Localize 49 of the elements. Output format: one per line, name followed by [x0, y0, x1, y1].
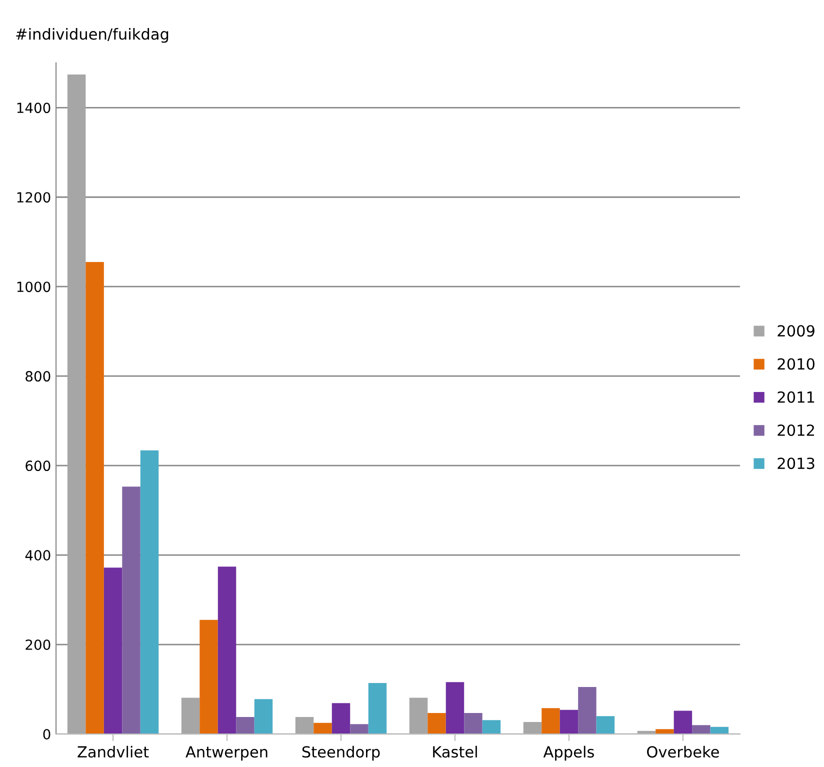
bar	[236, 717, 254, 734]
bar	[314, 722, 332, 734]
x-tick-label: Kastel	[433, 746, 477, 758]
bar	[122, 486, 140, 734]
y-tick-label: 600	[26, 460, 50, 472]
y-tick-label: 1200	[17, 192, 50, 203]
y-tick-label: 800	[26, 371, 50, 382]
bar	[350, 724, 368, 734]
bar	[254, 699, 273, 734]
bar	[67, 74, 86, 734]
bar	[542, 708, 560, 734]
legend-label: 2009	[778, 325, 814, 337]
bar	[464, 712, 482, 734]
bar	[368, 683, 387, 734]
bar	[86, 262, 104, 734]
bar	[332, 703, 350, 734]
x-tick-label: Steendorp	[302, 746, 380, 761]
bar	[710, 726, 729, 734]
y-tick-label: 400	[25, 550, 50, 561]
legend-label: 2013	[778, 458, 814, 470]
x-tick-label: Zandvliet	[78, 746, 149, 758]
bar	[596, 716, 615, 734]
y-axis-title: #individuen/fuikdag	[16, 28, 168, 43]
bar	[482, 720, 501, 734]
y-tick-label: 1000	[17, 282, 50, 292]
bar	[560, 710, 578, 734]
bar	[656, 729, 674, 734]
bar	[692, 725, 710, 734]
bar	[181, 698, 200, 734]
x-tick-label: Antwerpen	[186, 746, 268, 761]
bar	[295, 717, 314, 734]
legend-label: 2011	[778, 391, 814, 403]
bar	[218, 566, 236, 734]
bar	[140, 450, 159, 734]
legend-label: 2012	[778, 424, 814, 436]
bar	[578, 687, 596, 734]
x-tick-label: Overbeke	[647, 746, 719, 758]
bar	[409, 698, 428, 734]
bar	[428, 712, 446, 734]
bar	[200, 620, 218, 734]
bar	[523, 722, 542, 734]
legend-label: 2010	[778, 358, 814, 370]
bar	[104, 568, 122, 734]
bar	[674, 710, 692, 734]
bar	[446, 682, 464, 734]
x-tick-label: Appels	[543, 746, 594, 761]
y-tick-label: 1400	[17, 102, 50, 114]
y-tick-label: 0	[43, 728, 50, 740]
y-tick-label: 200	[26, 640, 50, 650]
